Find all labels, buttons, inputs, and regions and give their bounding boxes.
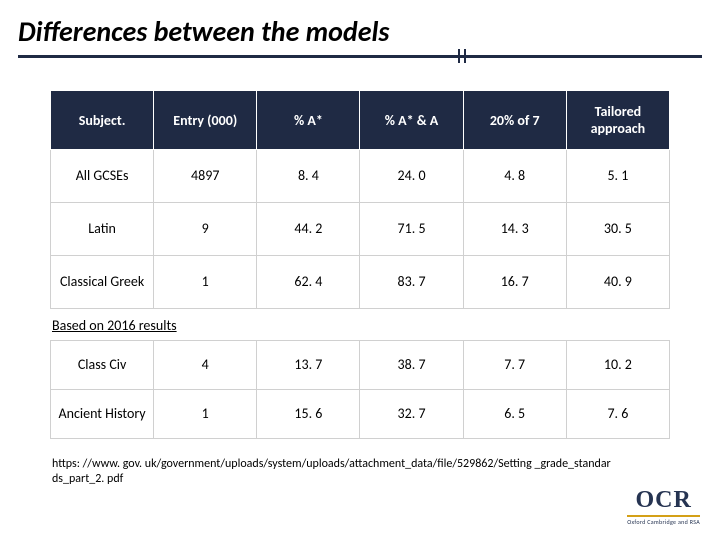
logo-subtitle: Oxford Cambridge and RSA bbox=[627, 518, 700, 526]
models-table-top: Subject. Entry (000) % A* % A* & A 20% o… bbox=[50, 90, 670, 309]
cell: 9 bbox=[154, 203, 257, 256]
cell: 38. 7 bbox=[360, 341, 463, 390]
cell: 4 bbox=[154, 341, 257, 390]
ocr-logo: OCR Oxford Cambridge and RSA bbox=[627, 487, 700, 526]
cell: Classical Greek bbox=[51, 256, 154, 309]
cell: Latin bbox=[51, 203, 154, 256]
models-table-bottom: Class Civ 4 13. 7 38. 7 7. 7 10. 2 Ancie… bbox=[50, 340, 670, 439]
logo-text: OCR bbox=[627, 487, 700, 514]
cell: 32. 7 bbox=[360, 390, 463, 439]
cell: 24. 0 bbox=[360, 150, 463, 203]
cell: 15. 6 bbox=[257, 390, 360, 439]
cell: 30. 5 bbox=[566, 203, 669, 256]
cell: 44. 2 bbox=[257, 203, 360, 256]
content-area: Subject. Entry (000) % A* % A* & A 20% o… bbox=[0, 58, 720, 487]
cell: 40. 9 bbox=[566, 256, 669, 309]
cell: 62. 4 bbox=[257, 256, 360, 309]
source-url: https: //www. gov. uk/government/uploads… bbox=[52, 457, 612, 487]
page-title: Differences between the models bbox=[0, 0, 720, 55]
cell: Class Civ bbox=[51, 341, 154, 390]
col-entry: Entry (000) bbox=[154, 91, 257, 150]
tick-mark bbox=[458, 49, 460, 63]
table-row: Classical Greek 1 62. 4 83. 7 16. 7 40. … bbox=[51, 256, 670, 309]
col-20of7: 20% of 7 bbox=[463, 91, 566, 150]
col-astar: % A* bbox=[257, 91, 360, 150]
col-tailored: Tailored approach bbox=[566, 91, 669, 150]
cell: 71. 5 bbox=[360, 203, 463, 256]
col-astar-a: % A* & A bbox=[360, 91, 463, 150]
table-row: Class Civ 4 13. 7 38. 7 7. 7 10. 2 bbox=[51, 341, 670, 390]
cell: 7. 6 bbox=[566, 390, 669, 439]
table-row: Ancient History 1 15. 6 32. 7 6. 5 7. 6 bbox=[51, 390, 670, 439]
cell: All GCSEs bbox=[51, 150, 154, 203]
cell: 83. 7 bbox=[360, 256, 463, 309]
table-note: Based on 2016 results bbox=[52, 317, 680, 334]
cell: 4897 bbox=[154, 150, 257, 203]
cell: Ancient History bbox=[51, 390, 154, 439]
cell: 4. 8 bbox=[463, 150, 566, 203]
logo-underline bbox=[627, 515, 700, 517]
cell: 13. 7 bbox=[257, 341, 360, 390]
table-row: Latin 9 44. 2 71. 5 14. 3 30. 5 bbox=[51, 203, 670, 256]
cell: 16. 7 bbox=[463, 256, 566, 309]
tick-mark bbox=[464, 49, 466, 63]
cell: 1 bbox=[154, 256, 257, 309]
title-underline bbox=[18, 55, 702, 58]
cell: 14. 3 bbox=[463, 203, 566, 256]
cell: 6. 5 bbox=[463, 390, 566, 439]
cell: 10. 2 bbox=[566, 341, 669, 390]
table-row: All GCSEs 4897 8. 4 24. 0 4. 8 5. 1 bbox=[51, 150, 670, 203]
cell: 8. 4 bbox=[257, 150, 360, 203]
col-subject: Subject. bbox=[51, 91, 154, 150]
cell: 5. 1 bbox=[566, 150, 669, 203]
cell: 1 bbox=[154, 390, 257, 439]
cell: 7. 7 bbox=[463, 341, 566, 390]
